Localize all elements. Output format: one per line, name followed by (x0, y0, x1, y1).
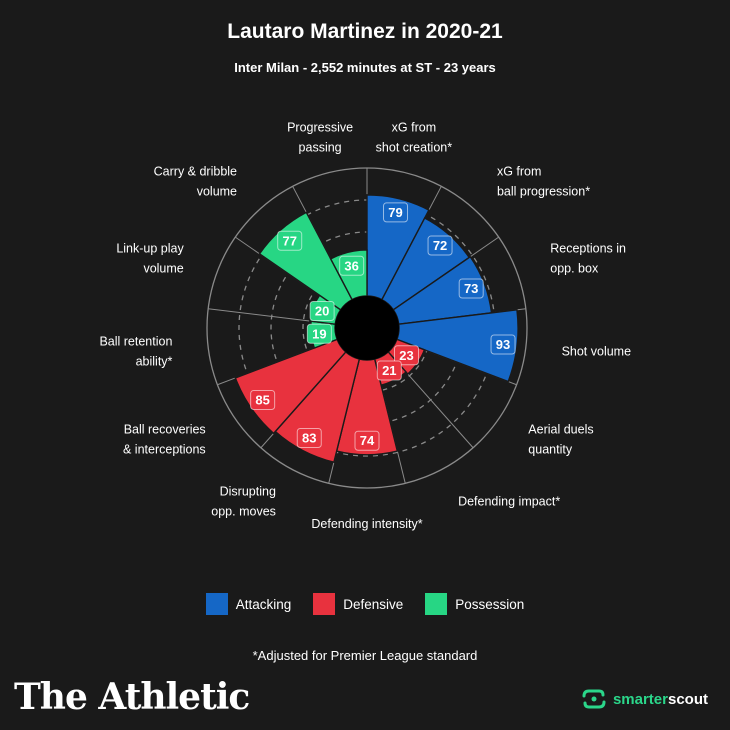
smarterscout-logo: smarterscout (581, 688, 708, 710)
value-label-text: 36 (344, 258, 358, 273)
value-label-box (306, 323, 332, 344)
legend-swatch-attacking (205, 593, 228, 615)
category-label: Ball retention ability* (99, 335, 172, 369)
value-label-box (458, 278, 484, 299)
category-label: Disrupting opp. moves (211, 485, 276, 519)
chart-legend: Attacking Defensive Possession (0, 593, 730, 615)
category-label: Link-up play volume (116, 241, 184, 275)
value-label: 74 (354, 430, 380, 451)
footnote: *Adjusted for Premier League standard (252, 648, 478, 663)
value-label-text: 23 (399, 348, 413, 363)
bar-shot-volume (396, 309, 519, 383)
smarterscout-icon (582, 689, 606, 709)
legend-swatch-defensive (313, 593, 336, 615)
value-label: 83 (296, 428, 322, 449)
value-label-box (277, 230, 303, 251)
value-label: 85 (250, 390, 276, 411)
value-label-text: 83 (302, 431, 316, 446)
category-label: xG from ball progression* (497, 164, 590, 198)
value-label: 21 (376, 360, 402, 381)
category-label: Defending intensity* (311, 517, 422, 531)
category-label: Shot volume (562, 345, 632, 359)
value-label-box (394, 345, 420, 366)
category-label: Ball recoveries & interceptions (123, 422, 206, 456)
legend-label-attacking: Attacking (235, 596, 292, 612)
value-label: 93 (490, 334, 516, 355)
value-label-text: 79 (388, 205, 402, 220)
category-label: Carry & dribble volume (154, 164, 237, 198)
value-label-box (354, 430, 380, 451)
value-label-box (376, 360, 402, 381)
value-label: 72 (427, 235, 453, 256)
chart-title: Lautaro Martinez in 2020-21 (227, 20, 503, 43)
value-label-box (309, 300, 335, 321)
value-label-box (339, 255, 365, 276)
value-label: 73 (458, 278, 484, 299)
legend-label-defensive: Defensive (343, 596, 404, 612)
legend-item-attacking: Attacking (205, 593, 292, 615)
value-label: 79 (383, 202, 409, 223)
category-label: Defending impact* (458, 495, 560, 509)
value-label-box (296, 428, 322, 449)
value-label: 20 (309, 300, 335, 321)
smarterscout-suffix: scout (667, 690, 708, 708)
value-label-box (427, 235, 453, 256)
value-label: 19 (306, 323, 332, 344)
category-label: Receptions in opp. box (550, 241, 626, 275)
category-label: Progressive passing (287, 121, 353, 155)
category-label: Aerial duels quantity (528, 422, 593, 456)
category-labels: xG from shot creation* xG from ball progres… (99, 121, 631, 531)
chart-subtitle: Inter Milan - 2,552 minutes at ST - 23 y… (234, 60, 496, 75)
center-hole (335, 296, 399, 360)
category-label: xG from shot creation* (376, 121, 453, 155)
value-label-text: 73 (464, 281, 478, 296)
value-label-text: 21 (382, 363, 396, 378)
value-label-text: 20 (315, 303, 329, 318)
legend-item-possession: Possession (425, 593, 524, 615)
value-label-text: 85 (255, 393, 269, 408)
the-athletic-logo: The Athletic (14, 676, 250, 718)
value-label-box (490, 334, 516, 355)
value-label-box (383, 202, 409, 223)
legend-label-possession: Possession (455, 596, 525, 612)
value-label-text: 19 (312, 326, 326, 341)
value-label: 77 (277, 230, 303, 251)
value-label-text: 74 (360, 433, 375, 448)
value-label-box (250, 390, 276, 411)
legend-swatch-possession (425, 593, 448, 615)
legend-item-defensive: Defensive (313, 593, 403, 615)
value-label: 36 (339, 255, 365, 276)
value-label: 23 (394, 345, 420, 366)
value-label-text: 77 (282, 233, 296, 248)
smarterscout-prefix: smarter (612, 690, 668, 708)
value-label-text: 72 (433, 238, 447, 253)
value-label-text: 93 (496, 337, 510, 352)
